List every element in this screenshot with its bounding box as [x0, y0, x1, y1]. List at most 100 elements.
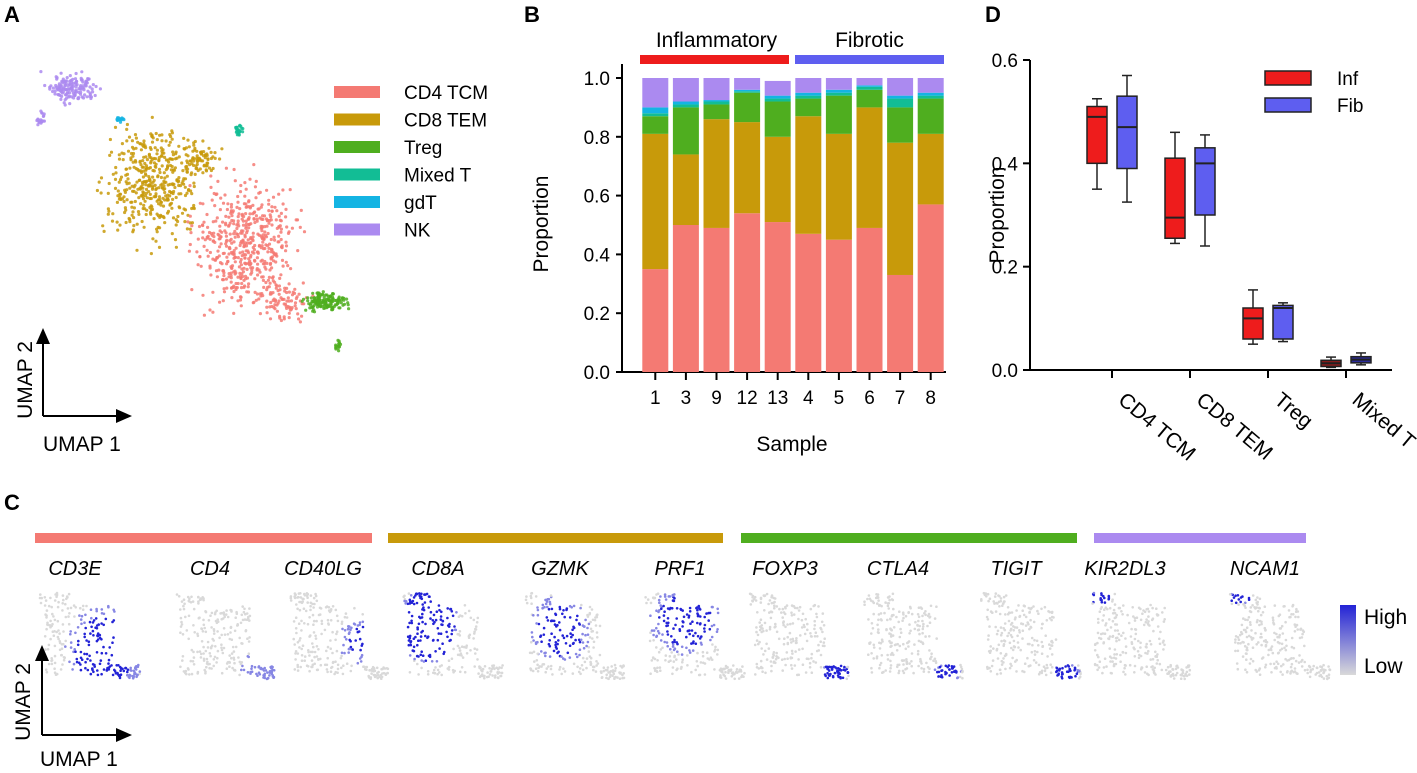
feature-point — [525, 601, 529, 605]
feature-point — [225, 609, 228, 612]
feature-point — [354, 639, 358, 642]
umap-point — [59, 71, 63, 75]
feature-point — [898, 610, 901, 613]
feature-point — [1137, 639, 1140, 643]
umap-point — [270, 248, 274, 252]
umap-point — [258, 292, 262, 296]
feature-point — [1023, 662, 1027, 665]
umap-point — [177, 179, 181, 183]
umap-point — [300, 314, 304, 318]
umap-point — [234, 125, 238, 130]
feature-point — [1108, 606, 1112, 610]
umap-point — [133, 199, 137, 204]
umap-point — [247, 200, 251, 204]
feature-point — [257, 665, 261, 669]
umap-point — [85, 81, 89, 85]
feature-point — [548, 644, 552, 648]
feature-point — [756, 633, 760, 637]
feature-point — [673, 654, 676, 658]
feature-point — [554, 641, 558, 644]
feature-point — [370, 672, 373, 675]
feature-point — [1115, 639, 1118, 643]
feature-point — [1009, 633, 1013, 637]
feature-point — [996, 602, 999, 605]
feature-point — [185, 629, 189, 632]
feature-point — [886, 604, 890, 608]
feature-point — [650, 629, 654, 632]
feature-point — [757, 642, 760, 646]
umap-point — [145, 179, 149, 183]
feature-point — [1008, 666, 1012, 670]
umap-point — [186, 188, 191, 192]
umap-point — [236, 299, 240, 303]
umap-point — [215, 275, 219, 279]
feature-point — [1096, 641, 1099, 645]
feature-point — [928, 621, 932, 624]
feature-point — [449, 607, 453, 611]
feature-point — [870, 652, 873, 655]
feature-point — [1135, 616, 1139, 619]
feature-point — [588, 605, 592, 609]
umap-point — [241, 270, 245, 274]
umap-point — [253, 290, 257, 294]
feature-point — [450, 610, 454, 613]
feature-point — [1003, 622, 1007, 625]
feature-point — [871, 627, 875, 630]
feature-point — [319, 657, 322, 661]
feature-point — [207, 619, 211, 622]
feature-point — [701, 650, 705, 654]
feature-point — [1143, 671, 1147, 674]
umap-point — [198, 255, 202, 259]
umap-point — [138, 142, 142, 146]
feature-point — [450, 632, 454, 636]
feature-point — [794, 650, 797, 653]
feature-point — [181, 633, 185, 636]
feature-point — [1246, 648, 1249, 652]
feature-point — [902, 671, 906, 675]
umap-point — [284, 240, 288, 244]
feature-point — [872, 657, 875, 660]
feature-point — [598, 624, 602, 628]
feature-point — [91, 668, 94, 672]
feature-point — [826, 671, 829, 675]
feature-point — [592, 668, 595, 672]
umap-point — [284, 207, 288, 211]
umap-point — [277, 214, 281, 218]
feature-point — [1138, 653, 1141, 657]
feature-point — [51, 612, 54, 616]
feature-point — [1077, 669, 1081, 673]
umap-point — [236, 200, 240, 204]
umap-point — [271, 275, 275, 279]
feature-point — [406, 635, 410, 638]
bar-segment — [825, 92, 852, 96]
umap-point — [144, 183, 148, 187]
feature-point — [720, 670, 723, 673]
feature-point — [659, 648, 663, 651]
umap-point — [79, 90, 83, 94]
feature-point — [1259, 613, 1263, 617]
feature-point — [1091, 602, 1094, 605]
feature-point — [58, 640, 62, 643]
expression-colorbar — [1340, 605, 1356, 675]
feature-point — [1104, 624, 1107, 627]
feature-point — [1154, 650, 1157, 654]
feature-point — [542, 626, 546, 630]
feature-point — [1096, 617, 1100, 621]
feature-point — [180, 623, 184, 626]
umap-point — [165, 174, 169, 178]
umap-point — [157, 245, 162, 249]
feature-point — [424, 593, 427, 596]
feature-point — [1130, 627, 1133, 631]
feature-point — [372, 673, 376, 677]
feature-point — [986, 618, 990, 621]
umap-point — [124, 220, 128, 225]
umap-point — [185, 164, 189, 169]
umap-point — [301, 297, 306, 301]
umap-point — [162, 171, 166, 175]
feature-point — [297, 622, 301, 625]
feature-point — [1294, 615, 1297, 619]
feature-point — [1292, 657, 1295, 660]
feature-point — [797, 658, 800, 661]
legend-label: Fib — [1337, 96, 1363, 117]
